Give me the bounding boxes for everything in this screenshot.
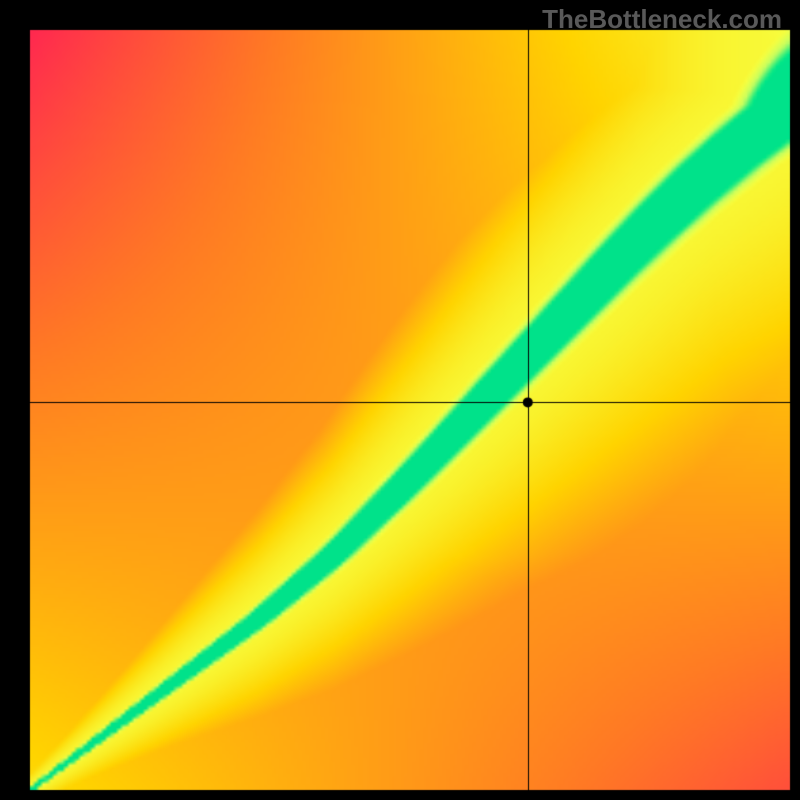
- watermark-text: TheBottleneck.com: [542, 4, 782, 35]
- heatmap-canvas: [0, 0, 800, 800]
- chart-container: TheBottleneck.com: [0, 0, 800, 800]
